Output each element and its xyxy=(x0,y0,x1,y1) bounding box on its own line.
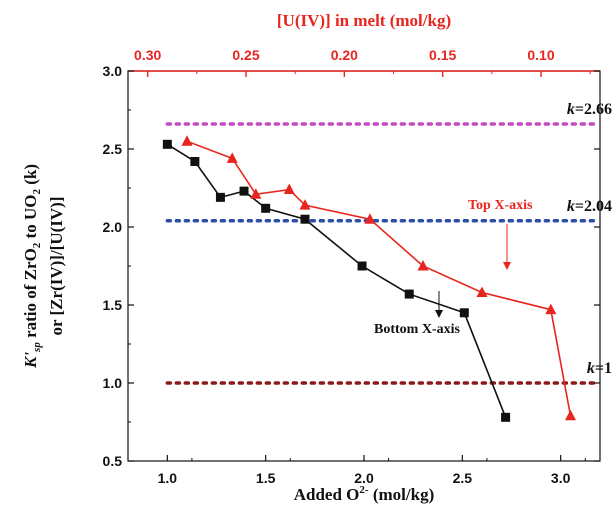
reference-label-k-symbol: k xyxy=(567,101,575,118)
y-title-sub2b: 2 xyxy=(31,189,43,195)
data-point-bottom xyxy=(190,156,200,166)
annotation-bottom-x-axis: Bottom X-axis xyxy=(374,322,460,337)
data-point-top xyxy=(181,135,193,146)
reference-lines-layer: k=2.66k=2.04k=1 xyxy=(165,101,612,385)
bottom-axis-title-sup: 2- xyxy=(359,484,369,496)
y-title-kprime: K' xyxy=(21,352,40,369)
top-tick-label: 0.25 xyxy=(232,47,259,63)
top-tick-label: 0.30 xyxy=(134,47,161,63)
y-tick-label: 2.0 xyxy=(103,219,123,235)
y-axis-title-line1: K'sp ratio of ZrO2 to UO2 (k) xyxy=(21,164,43,369)
data-point-bottom xyxy=(357,261,367,271)
reference-label-k-2-04: k=2.04 xyxy=(567,198,612,215)
bottom-tick-label: 2.5 xyxy=(453,470,473,486)
data-point-top xyxy=(364,213,376,224)
bottom-axis-title-unit: (mol/kg) xyxy=(369,485,435,504)
y-title-sub2a: 2 xyxy=(31,242,43,248)
data-point-bottom xyxy=(459,308,469,318)
bottom-axis-title: Added O2- (mol/kg) xyxy=(294,484,434,504)
y-title-ratio: ratio of ZrO xyxy=(21,248,40,342)
data-point-top xyxy=(226,152,238,163)
data-point-bottom xyxy=(261,203,271,213)
reference-label-k-symbol: k xyxy=(587,360,595,377)
data-point-top xyxy=(283,183,295,195)
reference-label-k-value: =2.04 xyxy=(575,198,612,215)
reference-label-k-2-66: k=2.66 xyxy=(567,101,612,118)
y-tick-label: 0.5 xyxy=(103,453,123,469)
top-tick-label: 0.20 xyxy=(331,47,358,63)
data-point-bottom xyxy=(300,214,310,224)
reference-label-k-symbol: k xyxy=(567,198,575,215)
reference-label-k-value: =1 xyxy=(595,360,612,377)
reference-label-k-1: k=1 xyxy=(587,360,612,377)
y-tick-label: 2.5 xyxy=(103,141,123,157)
top-tick-label: 0.15 xyxy=(429,47,456,63)
y-title-sp: sp xyxy=(31,342,43,353)
data-point-bottom xyxy=(162,139,172,149)
bottom-tick-label: 1.0 xyxy=(158,470,178,486)
top-axis-title: [U(IV)] in melt (mol/kg) xyxy=(277,11,451,30)
y-title-to: to UO xyxy=(21,195,40,243)
series-layer xyxy=(162,135,576,422)
annotation-bottom-arrowhead xyxy=(435,310,443,318)
bottom-axis-title-main: Added O xyxy=(294,485,360,504)
annotation-top-x-axis: Top X-axis xyxy=(468,198,533,213)
bottom-tick-label: 1.5 xyxy=(256,470,276,486)
data-point-bottom xyxy=(239,186,249,196)
data-point-top xyxy=(565,409,576,421)
bottom-tick-label: 3.0 xyxy=(551,470,571,486)
top-tick-label: 0.10 xyxy=(527,47,554,63)
data-point-top xyxy=(299,199,311,210)
y-tick-label: 3.0 xyxy=(103,63,123,79)
data-point-bottom xyxy=(501,412,511,422)
bottom-tick-label: 2.0 xyxy=(354,470,374,486)
data-point-bottom xyxy=(404,289,414,299)
data-point-top xyxy=(545,303,557,315)
ticks-layer: 1.0 1.5 2.0 2.5 3.0 0.30 0.25 0.20 0.15 0.10 0.5 1.… xyxy=(103,47,600,486)
y-tick-label: 1.5 xyxy=(103,297,123,313)
data-point-top xyxy=(250,188,262,199)
y-axis-title-line2: or [Zr(IV)]/[U(IV)] xyxy=(47,197,66,336)
annotation-top-arrowhead xyxy=(503,262,511,270)
data-point-bottom xyxy=(215,192,225,202)
y-title-k: (k) xyxy=(21,164,40,189)
series-line-bottom xyxy=(166,143,507,418)
series-line-top xyxy=(186,140,572,416)
data-point-top xyxy=(417,260,429,271)
reference-label-k-value: =2.66 xyxy=(575,101,612,118)
y-tick-label: 1.0 xyxy=(103,375,123,391)
data-point-top xyxy=(476,286,488,298)
